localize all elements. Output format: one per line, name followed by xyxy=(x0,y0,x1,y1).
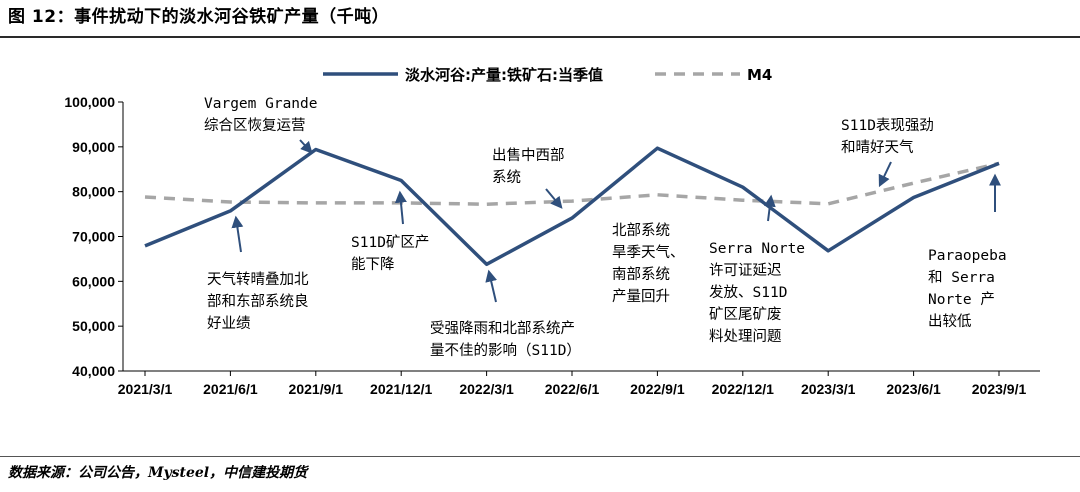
annotation-9: Paraopeba 和 Serra Norte 产出较低 xyxy=(928,173,1007,330)
annotation-line: 旱季天气、 xyxy=(612,244,685,261)
annotation-line: S11D表现强劲 xyxy=(841,117,934,134)
series-line-production xyxy=(144,146,1000,267)
chart-legend: 淡水河谷:产量:铁矿石:当季值 M4 xyxy=(323,66,772,84)
x-tick-label: 2022/3/1 xyxy=(459,381,514,397)
annotation-2: 天气转晴叠加北部和东部系统良好业绩 xyxy=(207,215,309,332)
annotation-line: Vargem Grande xyxy=(204,96,318,112)
x-tick-label: 2021/3/1 xyxy=(118,381,173,397)
y-tick-label: 60,000 xyxy=(72,273,115,289)
annotation-line: 天气转晴叠加北 xyxy=(207,271,309,288)
annotation-text: 北部系统旱季天气、南部系统产量回升 xyxy=(612,222,685,305)
annotation-line: 和晴好天气 xyxy=(841,139,914,156)
annotation-arrow xyxy=(299,139,313,154)
annotation-line: 料处理问题 xyxy=(709,328,782,345)
y-tick-label: 50,000 xyxy=(72,318,115,334)
legend-label-m4: M4 xyxy=(747,66,772,84)
annotation-line: 综合区恢复运营 xyxy=(204,116,306,134)
y-tick-label: 90,000 xyxy=(72,139,115,155)
annotation-line: Serra Norte xyxy=(709,241,805,257)
annotation-line: 许可证延迟 xyxy=(709,262,782,279)
annotation-text: 天气转晴叠加北部和东部系统良好业绩 xyxy=(207,271,309,332)
annotation-text: S11D矿区产能下降 xyxy=(351,234,429,273)
annotation-line: 量不佳的影响（S11D） xyxy=(430,342,581,359)
annotation-arrow xyxy=(485,269,498,303)
annotation-text: S11D表现强劲和晴好天气 xyxy=(841,117,934,156)
y-tick-label: 100,000 xyxy=(64,94,115,110)
line-chart: 淡水河谷:产量:铁矿石:当季值 M4 40,000 50,000 60,000 70,0… xyxy=(64,66,1040,397)
annotation-line: 受强降雨和北部系统产 xyxy=(430,320,575,337)
annotation-text: Serra Norte 许可证延迟发放、S11D 矿区尾矿废料处理问题 xyxy=(709,241,805,345)
annotation-line: 矿区尾矿废 xyxy=(709,306,782,323)
annotation-8: S11D表现强劲和晴好天气 xyxy=(841,117,934,188)
annotation-line: 北部系统 xyxy=(612,222,670,239)
annotation-line: 系统 xyxy=(492,169,521,186)
x-tick-label: 2021/9/1 xyxy=(289,381,344,397)
annotation-text: 出售中西部系统 xyxy=(492,147,565,186)
annotation-line: Paraopeba xyxy=(928,248,1007,264)
annotation-line: 出售中西部 xyxy=(492,147,565,164)
x-tick-label: 2023/3/1 xyxy=(801,381,856,397)
annotation-line: 能下降 xyxy=(351,256,395,273)
annotation-line: Norte 产 xyxy=(928,291,995,308)
x-tick-label: 2022/12/1 xyxy=(712,381,774,397)
annotation-line: 南部系统 xyxy=(612,266,670,283)
annotation-line: 部和东部系统良 xyxy=(207,293,309,310)
annotation-line: 产量回升 xyxy=(612,288,670,305)
legend-label-production: 淡水河谷:产量:铁矿石:当季值 xyxy=(405,66,603,84)
annotation-line: 发放、S11D xyxy=(709,284,787,301)
x-tick-label: 2021/6/1 xyxy=(203,381,258,397)
annotation-text: Vargem Grande 综合区恢复运营 xyxy=(204,96,318,134)
annotation-arrow xyxy=(231,215,244,253)
chart-series xyxy=(144,146,1000,267)
annotation-text: Paraopeba 和 Serra Norte 产出较低 xyxy=(928,248,1007,330)
annotation-7: Serra Norte 许可证延迟发放、S11D 矿区尾矿废料处理问题 xyxy=(709,194,805,345)
annotation-line: 出较低 xyxy=(928,312,972,330)
annotation-5: 出售中西部系统 xyxy=(492,147,565,209)
title-divider xyxy=(0,36,1080,38)
figure-source: 数据来源：公司公告，Mysteel，中信建投期货 xyxy=(8,465,308,481)
annotation-arrow xyxy=(394,190,407,225)
series-line-m4 xyxy=(144,161,1000,206)
y-tick-label: 40,000 xyxy=(72,363,115,379)
annotation-line: S11D矿区产 xyxy=(351,234,429,251)
annotation-line: 好业绩 xyxy=(207,315,251,332)
x-tick-label: 2023/6/1 xyxy=(886,381,941,397)
annotation-1: Vargem Grande 综合区恢复运营 xyxy=(204,96,318,154)
annotation-4: 受强降雨和北部系统产量不佳的影响（S11D） xyxy=(430,269,581,359)
y-tick-label: 80,000 xyxy=(72,184,115,200)
annotation-6: 北部系统旱季天气、南部系统产量回升 xyxy=(612,222,685,305)
source-divider xyxy=(0,456,1080,457)
x-tick-label: 2021/12/1 xyxy=(370,381,432,397)
y-tick-label: 70,000 xyxy=(72,229,115,245)
annotation-line: 和 Serra xyxy=(928,269,995,286)
x-tick-label: 2022/6/1 xyxy=(545,381,600,397)
annotation-arrow xyxy=(878,161,892,188)
figure-title: 图 12：事件扰动下的淡水河谷铁矿产量（千吨） xyxy=(8,7,390,27)
x-tick-label: 2022/9/1 xyxy=(630,381,685,397)
annotation-arrow xyxy=(763,194,776,222)
chart-annotations: Vargem Grande 综合区恢复运营天气转晴叠加北部和东部系统良好业绩S11… xyxy=(204,96,1007,359)
annotation-text: 受强降雨和北部系统产量不佳的影响（S11D） xyxy=(430,320,581,359)
annotation-3: S11D矿区产能下降 xyxy=(351,190,429,273)
chart-axes: 40,000 50,000 60,000 70,000 80,000 90,000 100,… xyxy=(64,94,1040,397)
annotation-arrow xyxy=(545,188,563,209)
x-tick-label: 2023/9/1 xyxy=(972,381,1027,397)
